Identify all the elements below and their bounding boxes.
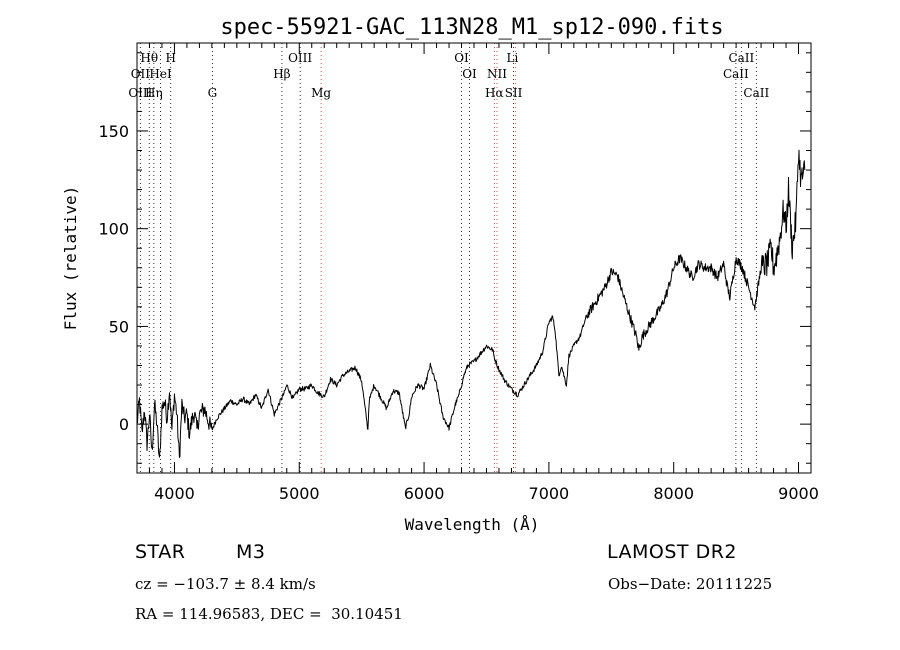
line-label: G — [208, 86, 218, 100]
line-label: Hα — [485, 86, 504, 100]
x-tick-label: 4000 — [154, 484, 195, 503]
y-tick-label: 100 — [98, 220, 129, 239]
line-label: Hθ — [140, 51, 158, 65]
y-tick-label: 0 — [119, 415, 129, 434]
y-tick-label: 150 — [98, 122, 129, 141]
ra-dec: RA = 114.96583, DEC = 30.10451 — [135, 605, 403, 623]
line-label: CaII — [728, 51, 754, 65]
line-label: OI — [454, 51, 469, 65]
plot-frame — [136, 42, 812, 474]
survey-name: LAMOST DR2 — [607, 541, 737, 563]
line-label: Li — [507, 51, 519, 65]
x-tick-label: 6000 — [404, 484, 445, 503]
line-label: CaII — [743, 86, 769, 100]
line-label: HeI — [149, 67, 172, 81]
y-axis-label: Flux (relative) — [61, 186, 80, 331]
line-label: Hη — [145, 86, 163, 100]
redshift-cz: cz = −103.7 ± 8.4 km/s — [135, 575, 316, 593]
line-label: CaII — [723, 67, 749, 81]
spectrum-line — [136, 149, 806, 458]
line-label: OII — [131, 67, 151, 81]
x-axis-label: Wavelength (Å) — [405, 515, 540, 534]
line-label: Mg — [311, 86, 331, 100]
x-tick-label: 5000 — [279, 484, 320, 503]
object-subclass: M3 — [236, 541, 266, 563]
line-label: Hβ — [273, 67, 290, 81]
observation-date: Obs−Date: 20111225 — [608, 575, 773, 593]
x-tick-label: 8000 — [653, 484, 694, 503]
line-label: NII — [487, 67, 507, 81]
object-class: STAR — [135, 541, 186, 563]
x-tick-label: 7000 — [529, 484, 570, 503]
line-label: OIII — [288, 51, 312, 65]
x-tick-label: 9000 — [778, 484, 819, 503]
line-label: SII — [505, 86, 523, 100]
line-label: OI — [462, 67, 477, 81]
line-label: OIII — [128, 86, 152, 100]
chart-title: spec-55921-GAC_113N28_M1_sp12-090.fits — [220, 15, 723, 40]
y-tick-label: 50 — [109, 317, 129, 336]
line-label: H — [165, 51, 175, 65]
